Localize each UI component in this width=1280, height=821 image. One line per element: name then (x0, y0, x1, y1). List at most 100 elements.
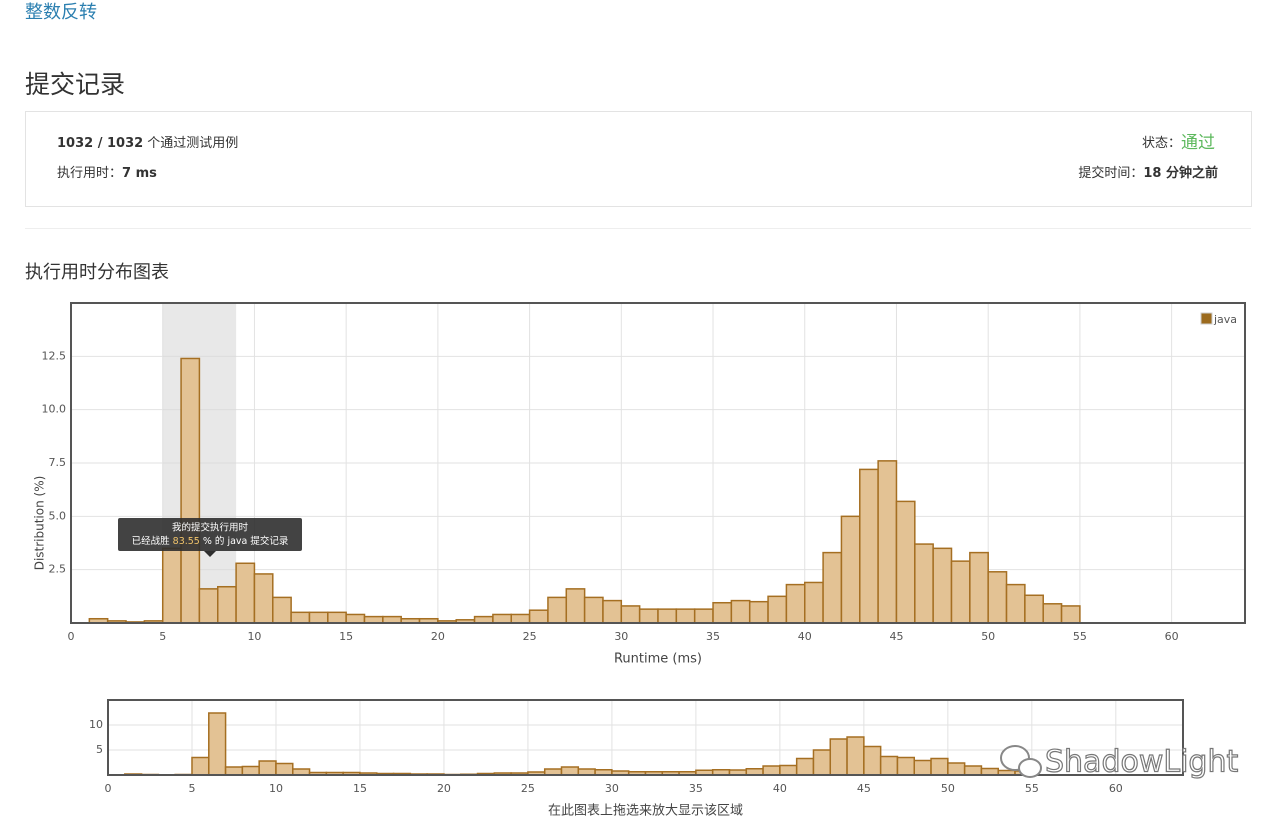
x-tick-label: 25 (521, 782, 535, 795)
histogram-bar (748, 600, 769, 624)
x-tick-label: 35 (706, 630, 720, 643)
histogram-bar (528, 609, 549, 624)
histogram-bar (829, 738, 848, 776)
status-value[interactable]: 通过 (1181, 133, 1215, 153)
tooltip-percent: 83.55 (173, 536, 200, 547)
x-tick-label: 50 (981, 630, 995, 643)
histogram-bar (947, 762, 966, 776)
histogram-bar (930, 757, 949, 776)
histogram-bar (492, 613, 512, 624)
charts: 0 5 10 15 20 25 30 35 40 45 50 55 602.55.07.510.012.… (33, 302, 1246, 819)
status-label: 状态： (1142, 136, 1181, 151)
histogram-bar (191, 756, 210, 776)
histogram-bar (913, 759, 932, 776)
x-axis-label: Runtime (ms) (614, 652, 702, 667)
histogram-bar (693, 608, 714, 624)
histogram-bar (1024, 594, 1044, 624)
passed-text: 1032 / 1032 个通过测试用例 (57, 136, 238, 151)
tooltip-line: 已经战胜 83.55 % 的 java 提交记录 (132, 535, 289, 547)
y-tick-label: 12.5 (42, 349, 67, 362)
histogram-bar (846, 736, 865, 776)
time-label: 提交时间： (1078, 165, 1143, 181)
plot-frame (70, 302, 1246, 624)
status-text: 状态：通过 (1142, 133, 1215, 153)
histogram-bar (785, 583, 806, 624)
histogram-bar (896, 756, 915, 776)
y-tick-label: 2.5 (49, 563, 67, 576)
histogram-bar (253, 573, 274, 624)
histogram-bar (560, 766, 580, 776)
histogram-bar (217, 585, 237, 624)
histogram-bar (859, 468, 879, 624)
histogram-bar (1060, 605, 1081, 624)
histogram-bar (602, 599, 623, 624)
x-tick-label: 25 (523, 630, 537, 643)
histogram-bar (345, 613, 366, 624)
x-tick-label: 60 (1109, 782, 1123, 795)
y-tick-label: 10.0 (42, 403, 67, 416)
histogram-bar (327, 611, 347, 624)
histogram-bar (510, 613, 531, 624)
x-tick-label: 30 (605, 782, 619, 795)
x-tick-label: 5 (159, 630, 166, 643)
histogram-bar (914, 543, 934, 624)
histogram-bar (161, 547, 182, 624)
passed-count: 1032 / 1032 (57, 136, 143, 151)
x-axis-label: 在此图表上拖选来放大显示该区域 (548, 804, 743, 819)
runtime-value: 7 ms (122, 166, 157, 181)
histogram-bar (620, 605, 641, 624)
x-tick-label: 15 (353, 782, 367, 795)
histogram-bar (822, 551, 843, 624)
histogram-bar (932, 547, 953, 624)
runtime-label: 执行用时： (57, 166, 122, 181)
legend-label: java (1213, 313, 1237, 326)
histogram-bar (804, 581, 824, 624)
x-tick-label: 20 (431, 630, 445, 643)
histogram-bar (224, 766, 244, 776)
histogram-bar (877, 460, 898, 624)
histogram-bar (290, 611, 311, 624)
histogram-bar (795, 757, 815, 776)
x-tick-label: 60 (1165, 630, 1179, 643)
histogram-bar (241, 765, 260, 776)
x-tick-label: 45 (857, 782, 871, 795)
plot-frame (107, 699, 1184, 776)
x-tick-label: 40 (773, 782, 787, 795)
x-tick-label: 15 (339, 630, 353, 643)
histogram-bar (762, 765, 781, 776)
y-axis-label: Distribution (%) (33, 476, 47, 571)
tooltip: 我的提交执行用时 已经战胜 83.55 % 的 java 提交记录 (118, 518, 302, 557)
x-tick-label: 5 (188, 782, 195, 795)
tooltip-suffix: % 的 java 提交记录 (200, 535, 289, 547)
problem-link[interactable]: 整数反转 (25, 2, 97, 23)
watermark-text: ShadowLight (1045, 745, 1238, 780)
chart-heading: 执行用时分布图表 (25, 262, 169, 283)
x-tick-label: 40 (798, 630, 812, 643)
time-value: 18 分钟之前 (1143, 165, 1218, 181)
x-tick-label: 10 (247, 630, 261, 643)
histogram-bar (1042, 603, 1063, 624)
y-tick-label: 7.5 (49, 456, 67, 469)
tooltip-prefix: 已经战胜 (132, 535, 173, 547)
x-tick-label: 0 (68, 630, 75, 643)
x-tick-label: 20 (437, 782, 451, 795)
runtime-text: 执行用时：7 ms (57, 166, 157, 181)
histogram-bar (895, 500, 916, 624)
histogram-bar (730, 599, 751, 624)
legend-swatch (1200, 312, 1213, 325)
x-tick-label: 50 (941, 782, 955, 795)
watermark: ShadowLight (1000, 744, 1239, 780)
x-tick-label: 55 (1073, 630, 1087, 643)
histogram-bar (863, 745, 882, 776)
histogram-bar (1005, 583, 1026, 624)
tooltip-line: 我的提交执行用时 (172, 522, 249, 534)
passed-suffix: 个通过测试用例 (143, 136, 238, 151)
histogram-bar (583, 596, 604, 624)
y-tick-label: 10 (89, 718, 103, 731)
x-tick-label: 0 (105, 782, 112, 795)
x-tick-label: 10 (269, 782, 283, 795)
tooltip-pointer (204, 551, 216, 557)
histogram-bar (969, 551, 989, 624)
x-tick-label: 30 (614, 630, 628, 643)
